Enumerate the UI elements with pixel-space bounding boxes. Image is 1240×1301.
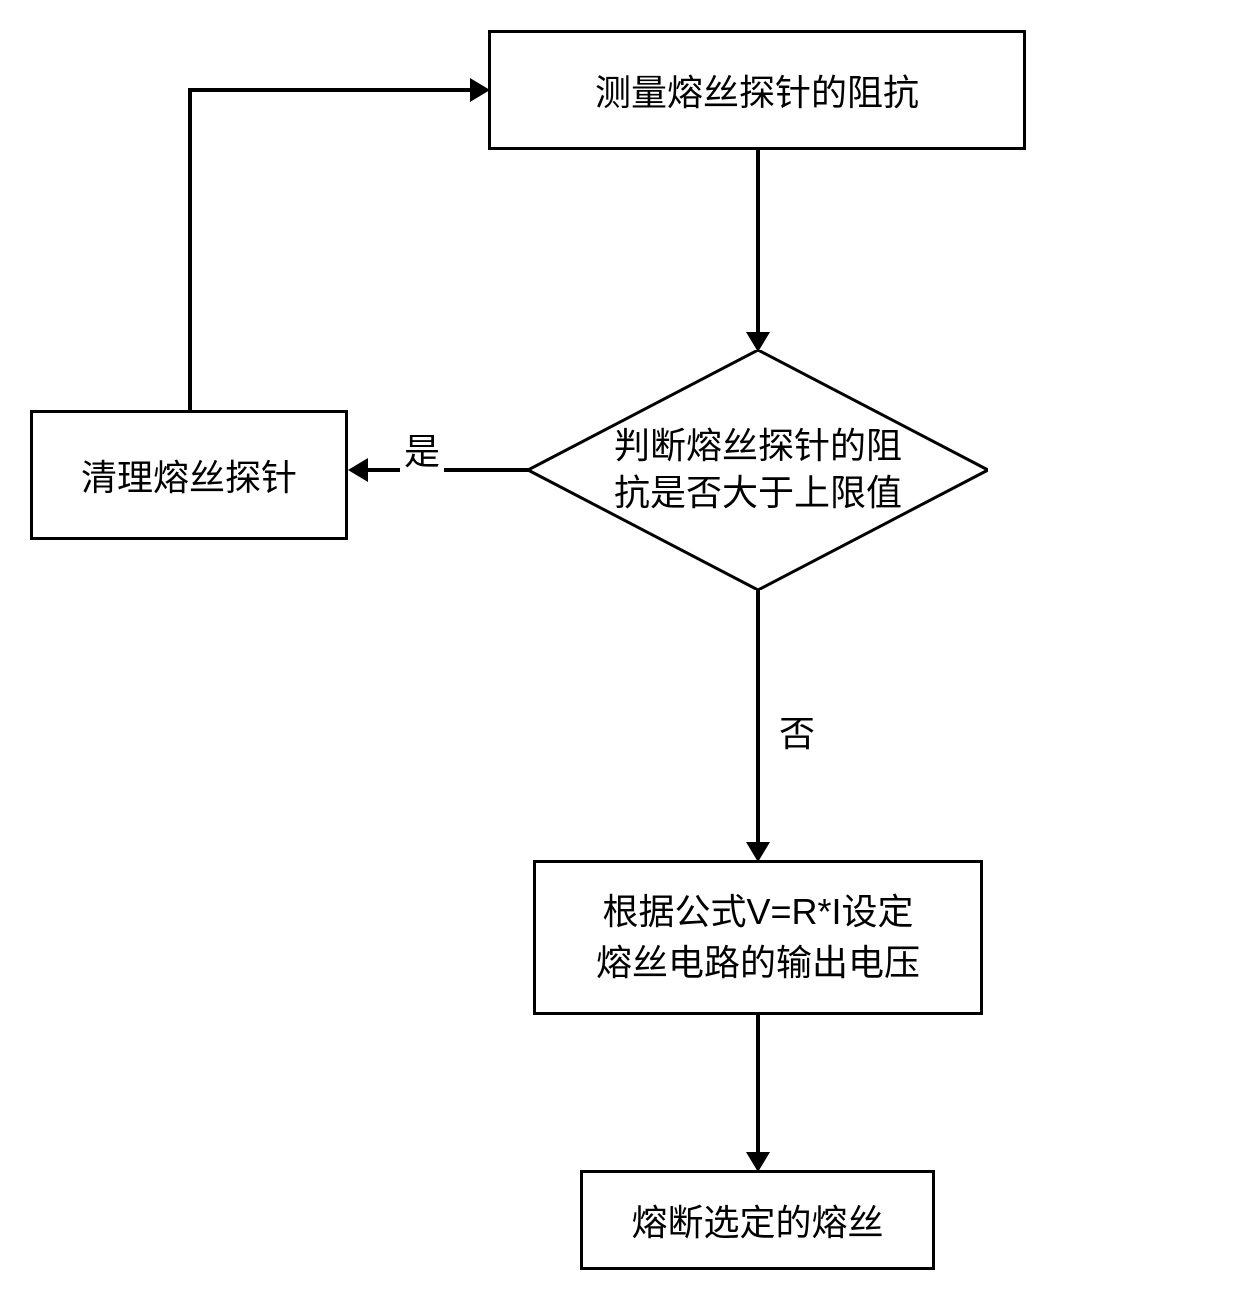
measure-impedance-text: 测量熔丝探针的阻抗: [595, 64, 919, 116]
arrow-top-to-decision: [756, 150, 760, 335]
no-text: 否: [779, 713, 815, 754]
arrow-head-top-to-decision: [746, 332, 770, 352]
arrow-decision-to-clean: [365, 468, 530, 472]
arrow-clean-to-top-h: [188, 88, 472, 92]
arrow-head-decision-to-formula: [746, 842, 770, 862]
measure-impedance-box: 测量熔丝探针的阻抗: [488, 30, 1026, 150]
arrow-head-clean-to-top: [470, 78, 490, 102]
blow-fuse-text: 熔断选定的熔丝: [631, 1194, 883, 1246]
arrow-head-formula-to-bottom: [746, 1152, 770, 1172]
decision-line2: 抗是否大于上限值: [614, 470, 902, 517]
formula-box: 根据公式V=R*I设定 熔丝电路的输出电压: [533, 860, 983, 1015]
formula-line2: 熔丝电路的输出电压: [596, 938, 920, 988]
arrow-head-decision-to-clean: [348, 458, 368, 482]
yes-label: 是: [400, 423, 444, 475]
no-label: 否: [775, 705, 819, 757]
arrow-decision-to-formula: [756, 590, 760, 845]
clean-probe-box: 清理熔丝探针: [30, 410, 348, 540]
formula-line1: 根据公式V=R*I设定: [602, 887, 913, 937]
arrow-clean-to-top-v: [188, 90, 192, 410]
decision-line1: 判断熔丝探针的阻: [614, 423, 902, 470]
yes-text: 是: [404, 431, 440, 472]
decision-text-container: 判断熔丝探针的阻 抗是否大于上限值: [528, 350, 988, 590]
decision-diamond: 判断熔丝探针的阻 抗是否大于上限值: [528, 350, 988, 590]
blow-fuse-box: 熔断选定的熔丝: [580, 1170, 935, 1270]
arrow-formula-to-bottom: [756, 1015, 760, 1155]
clean-probe-text: 清理熔丝探针: [81, 449, 297, 501]
